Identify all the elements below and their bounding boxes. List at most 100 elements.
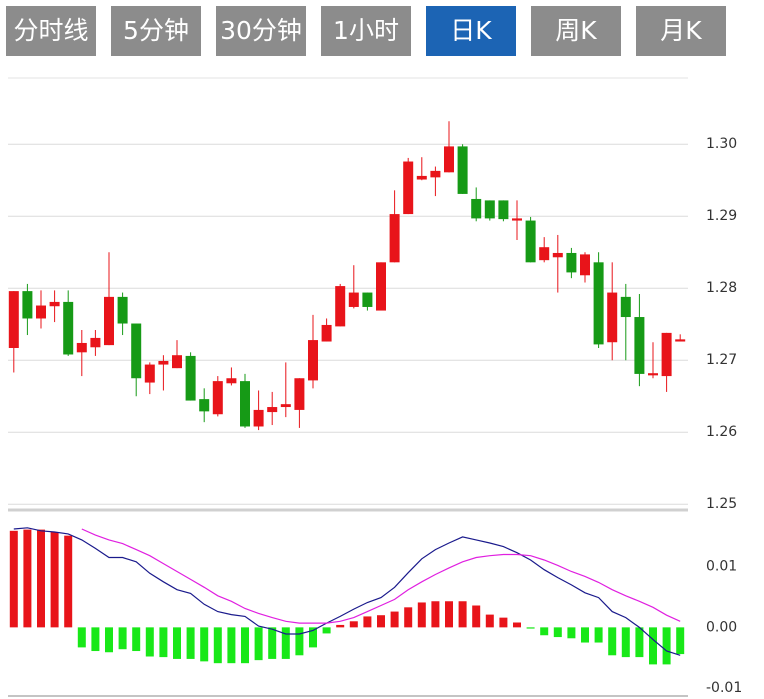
macd-bar [594, 627, 603, 643]
candle-body [22, 291, 33, 319]
macd-bar [445, 601, 453, 628]
y-tick-label: 1.27 [706, 352, 737, 368]
candle-body [90, 337, 101, 348]
macd-bar [132, 627, 141, 652]
macd-bar [309, 627, 317, 648]
macd-bar [581, 627, 589, 643]
candle-body [444, 146, 454, 173]
candle-body [430, 170, 441, 178]
macd-bar [458, 601, 467, 628]
macd-bar [513, 622, 521, 628]
macd-bar [621, 627, 630, 658]
macd-bar [37, 529, 45, 628]
candle-body [8, 291, 19, 348]
macd-bar [64, 535, 73, 628]
candle-body [240, 381, 250, 427]
candle-body [416, 175, 427, 180]
macd-bar [9, 530, 18, 628]
macd-bar [336, 624, 345, 628]
candle-body [403, 161, 414, 215]
macd-bar [499, 617, 508, 628]
macd-line [13, 527, 681, 656]
candle-body [552, 252, 563, 258]
macd-bar [377, 615, 385, 628]
candle-body [525, 220, 536, 263]
macd-bar [23, 529, 32, 628]
macd-bar [608, 627, 617, 656]
period-tab[interactable]: 周K [531, 6, 621, 56]
macd-bar [662, 627, 671, 665]
macd-bar [431, 601, 440, 628]
candle-body [267, 407, 278, 413]
macd-bar [349, 621, 358, 628]
macd-bar [159, 627, 168, 658]
candle-body [335, 286, 346, 327]
y-tick-label: -0.01 [706, 680, 742, 696]
period-tab[interactable]: 1小时 [321, 6, 411, 56]
macd-bar [77, 627, 86, 648]
candle-body [63, 301, 74, 355]
candle-body [539, 247, 550, 261]
candle-body [117, 296, 128, 324]
period-tabs: 分时线 5分钟 30分钟 1小时 日K 周K 月K [6, 6, 726, 56]
y-tick-label: 1.28 [706, 280, 737, 296]
candle-body [389, 214, 400, 263]
candle-body [226, 378, 237, 384]
candle-body [131, 323, 142, 379]
macd-bar [105, 627, 113, 653]
macd-bar [118, 627, 127, 650]
period-tab[interactable]: 日K [426, 6, 516, 56]
candle-body [36, 305, 46, 319]
candle-body [308, 340, 318, 381]
candle-body [172, 355, 182, 369]
candle-body [634, 317, 645, 374]
y-tick-label: 0.01 [706, 559, 737, 575]
candle-body [484, 200, 495, 219]
macd-bar [390, 611, 399, 628]
candle-body [675, 339, 686, 342]
y-tick-label: 0.00 [706, 619, 737, 635]
macd-bar [404, 607, 413, 628]
period-tab[interactable]: 月K [636, 6, 726, 56]
macd-bar [281, 627, 290, 659]
macd-bar [553, 627, 562, 638]
candle-body [185, 355, 196, 401]
macd-bar [567, 627, 576, 639]
candle-body [512, 218, 522, 221]
candle-body [199, 399, 210, 412]
period-tab[interactable]: 5分钟 [111, 6, 201, 56]
candle-body [620, 296, 631, 318]
period-tab[interactable]: 30分钟 [216, 6, 306, 56]
candle-body [566, 252, 577, 273]
macd-bar [213, 627, 222, 664]
candle-body [321, 324, 332, 342]
candle-body [362, 292, 373, 307]
candle-body [104, 296, 114, 346]
macd-bar [254, 627, 263, 661]
macd-line [81, 528, 681, 624]
y-tick-label: 1.26 [706, 424, 737, 440]
macd-bar [268, 627, 277, 659]
macd-bar [145, 627, 154, 657]
candle-body [593, 262, 604, 345]
candle-body [661, 332, 672, 377]
macd-bar [676, 627, 685, 655]
candle-body [76, 342, 87, 353]
candle-body [498, 200, 509, 220]
period-tab[interactable]: 分时线 [6, 6, 96, 56]
macd-bar [295, 627, 304, 656]
macd-bar [322, 627, 331, 634]
candle-body [648, 373, 658, 376]
y-tick-label: 1.25 [706, 496, 737, 512]
macd-bar [485, 614, 494, 628]
candle-body [144, 364, 155, 383]
macd-bar [472, 605, 481, 628]
macd-bar [173, 627, 181, 659]
macd-bar [649, 627, 657, 665]
y-tick-label: 1.30 [706, 136, 737, 152]
macd-bar [91, 627, 100, 652]
macd-bar [417, 602, 426, 628]
candle-body [580, 254, 590, 276]
